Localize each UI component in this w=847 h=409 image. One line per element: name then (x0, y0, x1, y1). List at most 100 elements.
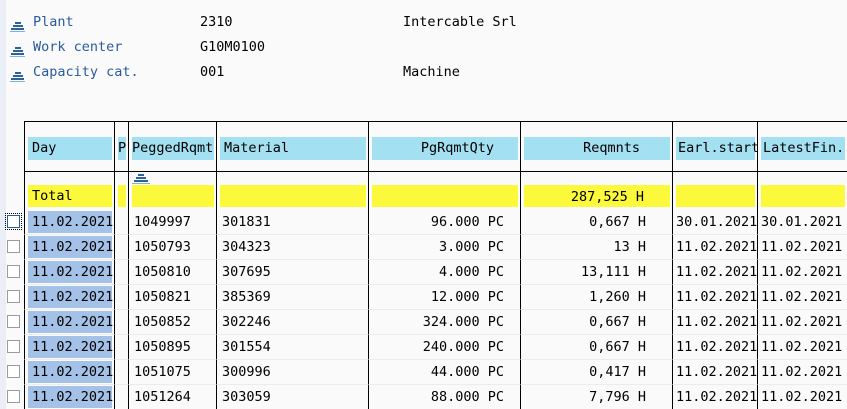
pgrqmtqty-cell[interactable]: 96.000 PC (369, 210, 521, 235)
row-select-checkbox[interactable] (7, 265, 20, 278)
drilldown-icon[interactable] (10, 42, 25, 67)
peggedrqmt-cell[interactable]: 1050793 (129, 235, 217, 260)
info-row-capacity-cat: Capacity cat. 001 Machine (0, 60, 847, 85)
row-select-checkbox[interactable] (7, 340, 20, 353)
capacity-cat-description: Machine (403, 64, 460, 80)
peggedrqmt-cell[interactable]: 1049997 (129, 210, 217, 235)
day-cell[interactable]: 11.02.2021 (24, 260, 115, 285)
total-label-cell: Total (24, 184, 115, 210)
peggedrqmt-cell[interactable]: 1051075 (129, 360, 217, 385)
pgrqmtqty-cell[interactable]: 3.000 PC (369, 235, 521, 260)
plant-description: Intercable Srl (403, 14, 517, 30)
latest-fin-cell[interactable]: 11.02.2021 (758, 310, 847, 335)
day-cell[interactable]: 11.02.2021 (24, 210, 115, 235)
drilldown-icon[interactable] (10, 67, 25, 92)
earl-start-cell[interactable]: 11.02.2021 (673, 360, 758, 385)
table-row: 11.02.2021 1050852 302246 324.000 PC 0,6… (0, 310, 847, 335)
reqmnts-cell[interactable]: 0,667 H (521, 310, 673, 335)
latest-fin-cell[interactable]: 11.02.2021 (758, 260, 847, 285)
sort-indicator-band (0, 172, 847, 184)
p-cell[interactable] (115, 260, 129, 285)
column-header-day[interactable]: Day (24, 121, 115, 172)
material-cell[interactable]: 303059 (217, 385, 369, 409)
latest-fin-cell[interactable]: 11.02.2021 (758, 235, 847, 260)
p-cell[interactable] (115, 385, 129, 409)
p-cell[interactable] (115, 335, 129, 360)
day-cell[interactable]: 11.02.2021 (24, 385, 115, 409)
table-body: 11.02.2021 1049997 301831 96.000 PC 0,66… (0, 210, 847, 409)
material-cell[interactable]: 385369 (217, 285, 369, 310)
peggedrqmt-cell[interactable]: 1050895 (129, 335, 217, 360)
table-row: 11.02.2021 1049997 301831 96.000 PC 0,66… (0, 210, 847, 235)
row-select-checkbox[interactable] (7, 290, 20, 303)
p-cell[interactable] (115, 235, 129, 260)
pgrqmtqty-cell[interactable]: 240.000 PC (369, 335, 521, 360)
sort-icon[interactable] (132, 173, 150, 184)
pgrqmtqty-cell[interactable]: 4.000 PC (369, 260, 521, 285)
reqmnts-cell[interactable]: 1,260 H (521, 285, 673, 310)
earl-start-cell[interactable]: 11.02.2021 (673, 285, 758, 310)
latest-fin-cell[interactable]: 11.02.2021 (758, 335, 847, 360)
pgrqmtqty-cell[interactable]: 88.000 PC (369, 385, 521, 409)
earl-start-cell[interactable]: 11.02.2021 (673, 310, 758, 335)
row-select-checkbox[interactable] (7, 315, 20, 328)
earl-start-cell[interactable]: 11.02.2021 (673, 235, 758, 260)
row-select-checkbox[interactable] (5, 213, 22, 230)
table-row: 11.02.2021 1050895 301554 240.000 PC 0,6… (0, 335, 847, 360)
p-cell[interactable] (115, 210, 129, 235)
peggedrqmt-cell[interactable]: 1050821 (129, 285, 217, 310)
peggedrqmt-cell[interactable]: 1050810 (129, 260, 217, 285)
day-cell[interactable]: 11.02.2021 (24, 235, 115, 260)
column-header-p[interactable]: P (115, 121, 129, 172)
material-cell[interactable]: 304323 (217, 235, 369, 260)
column-header-latest-fin[interactable]: LatestFin. (758, 121, 847, 172)
earl-start-cell[interactable]: 30.01.2021 (673, 210, 758, 235)
total-row: Total 287,525 H (0, 184, 847, 210)
material-cell[interactable]: 302246 (217, 310, 369, 335)
latest-fin-cell[interactable]: 11.02.2021 (758, 385, 847, 409)
column-header-peggedrqmt[interactable]: PeggedRqmt (129, 121, 217, 172)
day-cell[interactable]: 11.02.2021 (24, 310, 115, 335)
latest-fin-cell[interactable]: 11.02.2021 (758, 360, 847, 385)
capacity-cat-label: Capacity cat. (33, 64, 139, 80)
peggedrqmt-cell[interactable]: 1051264 (129, 385, 217, 409)
reqmnts-cell[interactable]: 0,667 H (521, 335, 673, 360)
plant-value: 2310 (200, 14, 233, 30)
drilldown-icon[interactable] (10, 17, 25, 42)
day-cell[interactable]: 11.02.2021 (24, 335, 115, 360)
column-header-reqmnts[interactable]: Reqmnts (521, 121, 673, 172)
row-select-checkbox[interactable] (7, 365, 20, 378)
earl-start-cell[interactable]: 11.02.2021 (673, 385, 758, 409)
day-cell[interactable]: 11.02.2021 (24, 360, 115, 385)
latest-fin-cell[interactable]: 30.01.2021 (758, 210, 847, 235)
row-select-checkbox[interactable] (7, 390, 20, 403)
reqmnts-cell[interactable]: 7,796 H (521, 385, 673, 409)
reqmnts-cell[interactable]: 13,111 H (521, 260, 673, 285)
pgrqmtqty-cell[interactable]: 44.000 PC (369, 360, 521, 385)
peggedrqmt-cell[interactable]: 1050852 (129, 310, 217, 335)
work-center-label: Work center (33, 39, 123, 55)
earl-start-cell[interactable]: 11.02.2021 (673, 335, 758, 360)
p-cell[interactable] (115, 360, 129, 385)
earl-start-cell[interactable]: 11.02.2021 (673, 260, 758, 285)
column-header-pgrqmtqty[interactable]: PgRqmtQty (369, 121, 521, 172)
day-cell[interactable]: 11.02.2021 (24, 285, 115, 310)
latest-fin-cell[interactable]: 11.02.2021 (758, 285, 847, 310)
info-row-plant: Plant 2310 Intercable Srl (0, 10, 847, 35)
material-cell[interactable]: 301831 (217, 210, 369, 235)
reqmnts-cell[interactable]: 0,667 H (521, 210, 673, 235)
column-header-earl-start[interactable]: Earl.start (673, 121, 758, 172)
table-row: 11.02.2021 1050793 304323 3.000 PC 13 H … (0, 235, 847, 260)
pgrqmtqty-cell[interactable]: 12.000 PC (369, 285, 521, 310)
table-row: 11.02.2021 1051075 300996 44.000 PC 0,41… (0, 360, 847, 385)
p-cell[interactable] (115, 310, 129, 335)
material-cell[interactable]: 307695 (217, 260, 369, 285)
p-cell[interactable] (115, 285, 129, 310)
reqmnts-cell[interactable]: 0,417 H (521, 360, 673, 385)
row-select-checkbox[interactable] (7, 240, 20, 253)
material-cell[interactable]: 300996 (217, 360, 369, 385)
pgrqmtqty-cell[interactable]: 324.000 PC (369, 310, 521, 335)
reqmnts-cell[interactable]: 13 H (521, 235, 673, 260)
material-cell[interactable]: 301554 (217, 335, 369, 360)
column-header-material[interactable]: Material (217, 121, 369, 172)
